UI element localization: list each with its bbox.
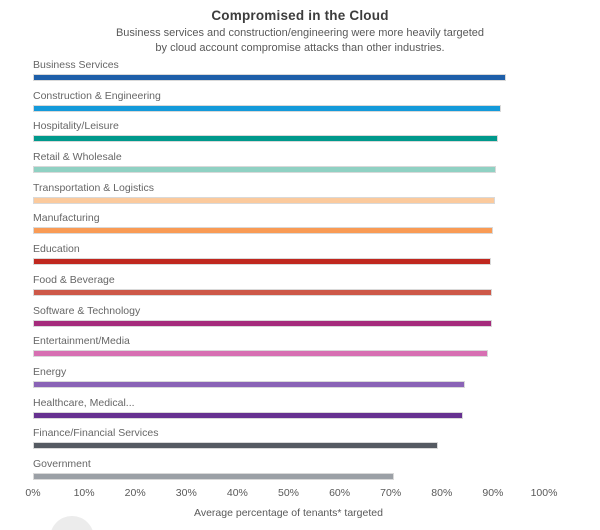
x-tick-label: 70% — [380, 487, 402, 499]
x-tick-label: 50% — [277, 487, 300, 499]
chart-row: Education — [33, 243, 544, 266]
bar — [33, 196, 495, 204]
bar-label: Finance/Financial Services — [33, 427, 159, 440]
bar — [33, 350, 488, 358]
x-tick-label: 40% — [226, 487, 248, 499]
bar — [33, 472, 395, 480]
bar-label: Hospitality/Leisure — [33, 120, 119, 133]
bar — [33, 258, 491, 266]
chart-row: Hospitality/Leisure — [33, 120, 544, 143]
bar — [33, 442, 439, 450]
bar-label: Education — [33, 243, 80, 256]
bar-label: Manufacturing — [33, 212, 100, 225]
bar-label: Construction & Engineering — [33, 89, 161, 102]
chart-subtitle-line2: by cloud account compromise attacks than… — [155, 42, 445, 54]
bar-label: Business Services — [33, 59, 119, 71]
x-tick-label: 90% — [482, 487, 504, 499]
chart-subtitle-line1: Business services and construction/engin… — [115, 27, 485, 39]
x-tick-label: 20% — [124, 487, 146, 499]
bar — [33, 319, 492, 327]
bar-label: Retail & Wholesale — [33, 151, 122, 164]
chart-row: Healthcare, Medical... — [33, 397, 544, 419]
bar-label: Software & Technology — [33, 304, 141, 317]
bar — [33, 227, 493, 235]
x-axis-label: Average percentage of tenants* targeted — [194, 507, 383, 519]
chart-row: Software & Technology — [33, 305, 544, 327]
bar-label: Energy — [33, 365, 67, 378]
chart-row: Energy — [33, 366, 544, 388]
bar-label: Transportation & Logistics — [33, 181, 155, 194]
x-tick-label: 30% — [175, 487, 197, 499]
chart-row: Finance/Financial Services — [33, 427, 544, 450]
chart-row: Retail & Wholesale — [33, 151, 544, 174]
bar — [33, 166, 496, 174]
chart-row: Business Services — [33, 59, 544, 81]
chart-row: Transportation & Logistics — [33, 182, 544, 204]
bar-label: Food & Beverage — [33, 273, 115, 286]
bar — [33, 135, 498, 143]
chart-row: Manufacturing — [33, 212, 544, 235]
chart-row: Government — [33, 458, 544, 480]
x-tick-label: 0% — [25, 487, 41, 499]
x-tick-label: 10% — [73, 487, 95, 499]
x-tick-label: 80% — [431, 487, 453, 499]
bar — [33, 380, 466, 388]
bar-chart: Business Services Construction & Engineer… — [33, 59, 544, 489]
bar-label: Healthcare, Medical... — [33, 396, 135, 409]
bar — [33, 104, 502, 112]
chart-title: Compromised in the Cloud — [211, 8, 389, 23]
bar — [33, 411, 464, 419]
bar — [33, 288, 493, 296]
x-axis: 0% 10% 20% 30% 40% 50% 60% 70% 80% 90% 100% — [25, 487, 557, 501]
bar-label: Government — [33, 457, 91, 470]
bar — [33, 74, 507, 81]
x-tick-label: 60% — [329, 487, 351, 499]
chart-row: Food & Beverage — [33, 274, 544, 296]
x-tick-label: 100% — [530, 487, 558, 499]
decorative-circle — [50, 516, 94, 530]
chart-row: Construction & Engineering — [33, 90, 544, 112]
bar-label: Entertainment/Media — [33, 335, 130, 348]
chart-row: Entertainment/Media — [33, 335, 544, 358]
